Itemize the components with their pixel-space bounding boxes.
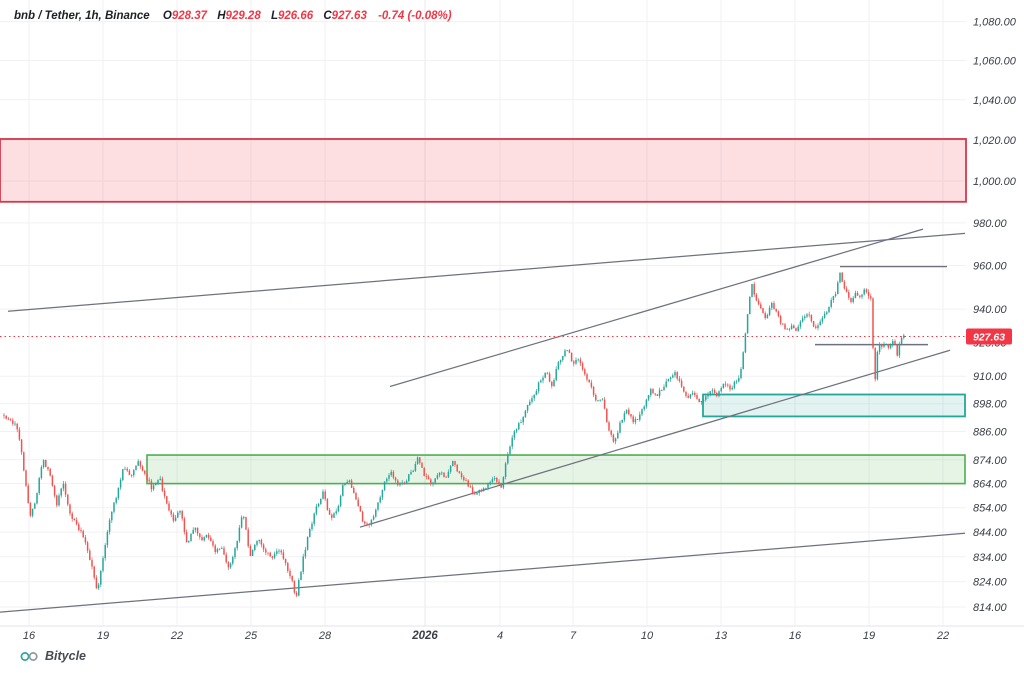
bitycle-logo-text: Bitycle xyxy=(45,649,86,663)
last-price-tag[interactable]: 927.63 xyxy=(966,328,1012,345)
time-axis-label: 25 xyxy=(244,630,258,642)
trendlines xyxy=(0,228,966,613)
demand-zone-upper[interactable] xyxy=(702,393,966,418)
time-axis-label: 16 xyxy=(23,630,36,642)
trendline-steep-resistance[interactable] xyxy=(389,228,924,388)
ohlc-low: L926.66 xyxy=(270,10,314,22)
price-axis-label: 898.00 xyxy=(973,399,1008,411)
price-axis-label: 814.00 xyxy=(973,602,1008,614)
bitycle-infinity-icon xyxy=(20,651,38,661)
time-axis-label: 22 xyxy=(170,630,183,642)
price-axis-label: 980.00 xyxy=(973,218,1008,230)
trendline-long-resistance[interactable] xyxy=(7,232,966,312)
time-axis[interactable]: 16 19 22 25 28 2026 4 7 10 13 16 19 22 xyxy=(23,630,949,642)
zones xyxy=(0,138,967,485)
demand-zone-lower[interactable] xyxy=(146,454,966,485)
price-axis-label: 864.00 xyxy=(973,479,1008,491)
price-axis-label: 854.00 xyxy=(973,503,1008,515)
price-axis-label: 1,040.00 xyxy=(973,95,1017,107)
ohlc-high: H929.28 xyxy=(217,10,261,22)
gridlines xyxy=(0,0,966,626)
price-axis-label: 886.00 xyxy=(973,427,1008,439)
time-axis-label: 4 xyxy=(497,630,503,642)
ohlc-open: O928.37 xyxy=(162,10,208,22)
price-axis-label: 824.00 xyxy=(973,577,1008,589)
time-axis-label: 22 xyxy=(936,630,949,642)
price-axis-label: 1,000.00 xyxy=(973,176,1017,188)
time-axis-label: 13 xyxy=(715,630,728,642)
price-axis-label: 1,060.00 xyxy=(973,55,1017,67)
bitycle-logo: Bitycle xyxy=(20,649,86,663)
time-axis-label: 7 xyxy=(570,630,577,642)
time-axis-label: 10 xyxy=(641,630,654,642)
price-axis-label: 1,080.00 xyxy=(973,17,1017,29)
trendline-rising-support[interactable] xyxy=(359,349,951,528)
time-axis-label: 16 xyxy=(789,630,802,642)
symbol-title[interactable]: bnb / Tether, 1h, Binance xyxy=(14,10,150,22)
time-axis-label: 19 xyxy=(863,630,875,642)
supply-zone[interactable] xyxy=(0,138,967,203)
price-axis-label: 960.00 xyxy=(973,260,1008,272)
price-axis-label: 834.00 xyxy=(973,552,1008,564)
price-axis-label: 940.00 xyxy=(973,304,1008,316)
price-change: -0.74 (-0.08%) xyxy=(378,10,452,22)
price-axis-label: 874.00 xyxy=(973,455,1008,467)
trendline-lower-channel[interactable] xyxy=(0,532,966,613)
time-axis-label: 19 xyxy=(97,630,109,642)
ohlc-close: C927.63 xyxy=(323,10,367,22)
time-axis-label: 28 xyxy=(318,630,332,642)
price-axis-label: 1,020.00 xyxy=(973,135,1017,147)
time-axis-label: 2026 xyxy=(411,630,438,642)
price-axis-label: 910.00 xyxy=(973,371,1008,383)
candles-series xyxy=(3,272,905,598)
price-axis[interactable]: 1,080.00 1,060.00 1,040.00 1,020.00 1,000.00… xyxy=(973,17,1017,614)
symbol-header: bnb / Tether, 1h, Binance O928.37 H929.2… xyxy=(14,10,452,22)
price-axis-label: 844.00 xyxy=(973,527,1008,539)
last-price-value: 927.63 xyxy=(973,332,1005,344)
